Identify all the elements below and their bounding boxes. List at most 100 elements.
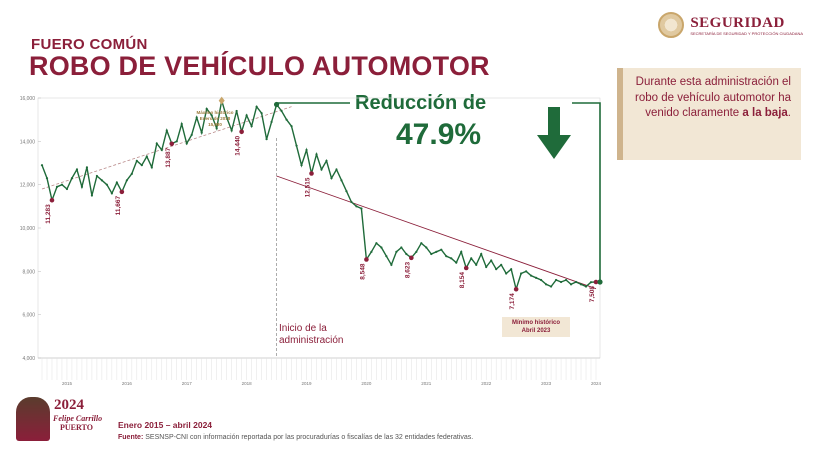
data-point <box>235 109 238 113</box>
data-point <box>105 183 108 186</box>
data-point <box>150 166 153 169</box>
data-point <box>584 285 588 288</box>
kicker: FUERO COMÚN <box>31 36 148 53</box>
highlight-point <box>169 141 175 147</box>
data-point <box>500 263 503 266</box>
anniversary-badge: 2024 Felipe Carrillo PUERTO <box>10 393 118 445</box>
data-point <box>210 114 213 117</box>
y-tick-label: 12,000 <box>20 183 36 189</box>
badge-name: Felipe Carrillo <box>53 414 103 423</box>
x-year-label: 2023 <box>541 381 552 386</box>
data-point <box>215 127 218 130</box>
government-seal-icon <box>658 12 685 38</box>
x-year-label: 2020 <box>361 381 372 386</box>
data-point <box>140 164 143 167</box>
inicio-line2: administración <box>279 335 344 346</box>
highlight-label: 13,887 <box>165 147 172 167</box>
data-point <box>350 200 353 204</box>
data-point <box>335 168 338 171</box>
y-tick-label: 8,000 <box>22 269 35 275</box>
max-line2: Enero de 2018 <box>199 116 231 121</box>
y-tick-label: 14,000 <box>20 139 36 145</box>
x-year-label: 2018 <box>242 381 253 386</box>
data-point <box>55 185 59 188</box>
data-point <box>589 281 593 284</box>
data-point <box>345 190 348 193</box>
down-arrow-icon <box>537 107 571 159</box>
data-point <box>480 252 483 256</box>
data-point <box>360 207 363 210</box>
data-point <box>265 138 268 141</box>
data-point <box>80 185 84 188</box>
x-year-label: 2021 <box>421 381 432 386</box>
portrait-image <box>16 397 50 441</box>
data-point <box>290 125 293 128</box>
y-tick-label: 16,000 <box>20 96 36 102</box>
max-marker <box>218 96 225 105</box>
data-point <box>155 142 158 145</box>
source-label: Fuente: <box>118 434 144 441</box>
max-line1: Máximo histórico <box>196 110 234 115</box>
footer-source: Fuente: SESNSP-CNI con información repor… <box>118 434 473 441</box>
data-point <box>245 114 248 117</box>
highlight-label: 8,154 <box>459 272 466 289</box>
highlight-label: 7,508 <box>589 286 596 303</box>
y-tick-label: 10,000 <box>20 226 36 232</box>
data-point <box>65 187 69 191</box>
data-point <box>110 192 113 195</box>
data-point <box>355 205 358 208</box>
data-point <box>539 278 543 282</box>
data-point <box>230 129 233 132</box>
data-point <box>530 274 533 277</box>
data-point <box>40 164 44 167</box>
reduction-value: 47.9% <box>396 118 482 151</box>
data-point <box>554 278 558 282</box>
data-point <box>470 257 473 260</box>
data-point <box>400 246 403 249</box>
data-point <box>190 133 193 136</box>
data-point <box>70 177 74 180</box>
bracket-end-dot <box>597 279 603 285</box>
inicio-annotation: Inicio de la administración <box>279 323 343 347</box>
badge-name2: PUERTO <box>60 423 93 432</box>
data-point <box>549 285 553 288</box>
data-point <box>430 252 433 256</box>
callout-emphasis: a la baja <box>742 107 788 119</box>
data-point <box>260 112 263 115</box>
x-year-label: 2015 <box>62 381 73 386</box>
highlight-point <box>119 189 125 195</box>
data-point <box>544 283 548 286</box>
min-annotation: Mínimo histórico Abril 2023 <box>502 317 570 337</box>
data-point <box>495 268 498 271</box>
highlight-label: 14,440 <box>235 135 242 155</box>
data-point <box>195 116 198 119</box>
footer-period: Enero 2015 – abril 2024 <box>118 420 213 430</box>
highlight-label: 12,515 <box>305 177 312 197</box>
logo-subtitle: SECRETARÍA DE SEGURIDAD Y PROTECCIÓN CIU… <box>690 30 803 36</box>
highlight-label: 7,174 <box>509 293 516 310</box>
data-point <box>295 144 298 147</box>
data-point <box>445 255 448 258</box>
data-point <box>435 250 438 253</box>
highlight-label: 11,667 <box>115 196 122 216</box>
data-point <box>75 168 79 171</box>
x-year-label: 2016 <box>122 381 133 386</box>
data-point <box>330 177 333 180</box>
data-point <box>250 125 253 128</box>
data-point <box>510 268 513 271</box>
data-point <box>165 129 168 132</box>
data-point <box>160 148 163 152</box>
data-point <box>300 164 303 167</box>
data-point <box>385 255 388 258</box>
data-point <box>475 263 478 266</box>
data-point <box>380 246 383 249</box>
data-point <box>180 122 183 126</box>
bracket-right <box>572 102 601 282</box>
data-point <box>85 166 89 169</box>
data-point <box>90 194 94 197</box>
data-point <box>270 120 273 123</box>
data-point <box>100 179 103 182</box>
data-point <box>115 181 118 184</box>
highlight-point <box>364 257 369 262</box>
